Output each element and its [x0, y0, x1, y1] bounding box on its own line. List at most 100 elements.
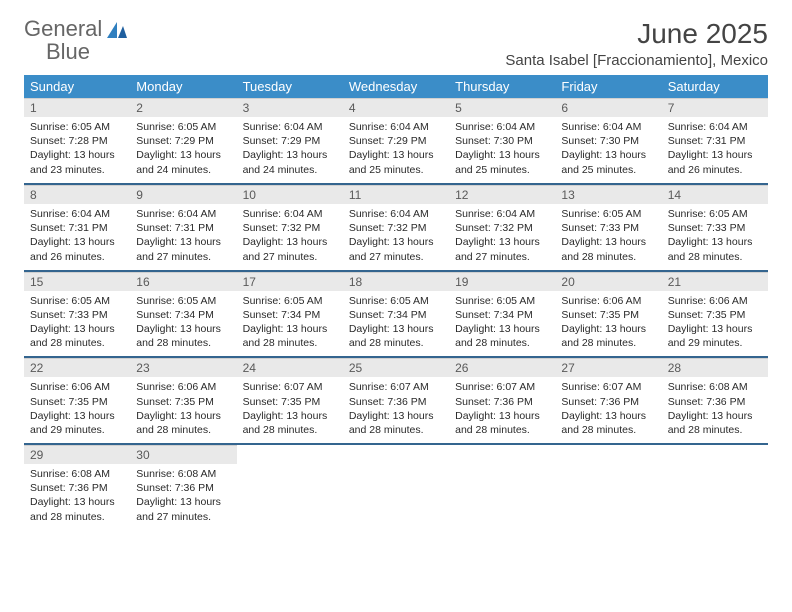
- calendar-week-row: 8Sunrise: 6:04 AMSunset: 7:31 PMDaylight…: [24, 184, 768, 271]
- day-details: Sunrise: 6:04 AMSunset: 7:30 PMDaylight:…: [555, 117, 661, 183]
- day-details: Sunrise: 6:05 AMSunset: 7:33 PMDaylight:…: [662, 204, 768, 270]
- day-number: 5: [449, 98, 555, 117]
- day-number: 24: [237, 358, 343, 377]
- weekday-header: Tuesday: [237, 75, 343, 98]
- day-details: Sunrise: 6:05 AMSunset: 7:28 PMDaylight:…: [24, 117, 130, 183]
- day-number: 27: [555, 358, 661, 377]
- calendar-day-cell: 4Sunrise: 6:04 AMSunset: 7:29 PMDaylight…: [343, 98, 449, 184]
- day-details: Sunrise: 6:04 AMSunset: 7:32 PMDaylight:…: [449, 204, 555, 270]
- calendar-day-cell: 1Sunrise: 6:05 AMSunset: 7:28 PMDaylight…: [24, 98, 130, 184]
- calendar-day-cell: 5Sunrise: 6:04 AMSunset: 7:30 PMDaylight…: [449, 98, 555, 184]
- day-details: Sunrise: 6:05 AMSunset: 7:33 PMDaylight:…: [24, 291, 130, 357]
- day-number: 7: [662, 98, 768, 117]
- day-number: 30: [130, 445, 236, 464]
- calendar-day-cell: 9Sunrise: 6:04 AMSunset: 7:31 PMDaylight…: [130, 184, 236, 271]
- page-header: General Blue June 2025 Santa Isabel [Fra…: [24, 18, 768, 69]
- day-number: 9: [130, 185, 236, 204]
- calendar-day-cell: 27Sunrise: 6:07 AMSunset: 7:36 PMDayligh…: [555, 357, 661, 444]
- calendar-day-cell: 7Sunrise: 6:04 AMSunset: 7:31 PMDaylight…: [662, 98, 768, 184]
- day-details: Sunrise: 6:07 AMSunset: 7:36 PMDaylight:…: [343, 377, 449, 443]
- day-number: 17: [237, 272, 343, 291]
- day-number: 26: [449, 358, 555, 377]
- title-block: June 2025 Santa Isabel [Fraccionamiento]…: [505, 18, 768, 69]
- day-number: 13: [555, 185, 661, 204]
- calendar-day-cell: 21Sunrise: 6:06 AMSunset: 7:35 PMDayligh…: [662, 271, 768, 358]
- calendar-day-cell: 6Sunrise: 6:04 AMSunset: 7:30 PMDaylight…: [555, 98, 661, 184]
- day-number: 1: [24, 98, 130, 117]
- brand-logo: General Blue: [24, 18, 127, 64]
- day-details: Sunrise: 6:07 AMSunset: 7:36 PMDaylight:…: [449, 377, 555, 443]
- calendar-day-cell: 3Sunrise: 6:04 AMSunset: 7:29 PMDaylight…: [237, 98, 343, 184]
- page-subtitle: Santa Isabel [Fraccionamiento], Mexico: [505, 52, 768, 69]
- day-details: Sunrise: 6:07 AMSunset: 7:35 PMDaylight:…: [237, 377, 343, 443]
- day-details: Sunrise: 6:04 AMSunset: 7:32 PMDaylight:…: [237, 204, 343, 270]
- calendar-day-cell: 23Sunrise: 6:06 AMSunset: 7:35 PMDayligh…: [130, 357, 236, 444]
- day-details: Sunrise: 6:05 AMSunset: 7:33 PMDaylight:…: [555, 204, 661, 270]
- day-details: Sunrise: 6:06 AMSunset: 7:35 PMDaylight:…: [555, 291, 661, 357]
- day-details: Sunrise: 6:04 AMSunset: 7:29 PMDaylight:…: [343, 117, 449, 183]
- calendar-table: Sunday Monday Tuesday Wednesday Thursday…: [24, 75, 768, 530]
- page-title: June 2025: [505, 18, 768, 50]
- day-number: 11: [343, 185, 449, 204]
- calendar-day-cell: 13Sunrise: 6:05 AMSunset: 7:33 PMDayligh…: [555, 184, 661, 271]
- weekday-header: Sunday: [24, 75, 130, 98]
- day-number: 19: [449, 272, 555, 291]
- day-number: 23: [130, 358, 236, 377]
- calendar-day-cell: 14Sunrise: 6:05 AMSunset: 7:33 PMDayligh…: [662, 184, 768, 271]
- day-number: 2: [130, 98, 236, 117]
- day-number: 15: [24, 272, 130, 291]
- day-details: Sunrise: 6:04 AMSunset: 7:32 PMDaylight:…: [343, 204, 449, 270]
- day-details: Sunrise: 6:05 AMSunset: 7:34 PMDaylight:…: [449, 291, 555, 357]
- calendar-day-cell: 18Sunrise: 6:05 AMSunset: 7:34 PMDayligh…: [343, 271, 449, 358]
- calendar-day-cell: [555, 444, 661, 530]
- day-details: Sunrise: 6:06 AMSunset: 7:35 PMDaylight:…: [662, 291, 768, 357]
- brand-part2: Blue: [46, 39, 90, 64]
- sail-icon: [107, 22, 127, 38]
- day-number: 4: [343, 98, 449, 117]
- day-details: Sunrise: 6:06 AMSunset: 7:35 PMDaylight:…: [24, 377, 130, 443]
- day-number: 12: [449, 185, 555, 204]
- logo-text: General Blue: [24, 18, 127, 64]
- weekday-header: Wednesday: [343, 75, 449, 98]
- day-details: Sunrise: 6:08 AMSunset: 7:36 PMDaylight:…: [662, 377, 768, 443]
- calendar-day-cell: 28Sunrise: 6:08 AMSunset: 7:36 PMDayligh…: [662, 357, 768, 444]
- calendar-day-cell: 8Sunrise: 6:04 AMSunset: 7:31 PMDaylight…: [24, 184, 130, 271]
- calendar-page: General Blue June 2025 Santa Isabel [Fra…: [0, 0, 792, 530]
- day-number: 20: [555, 272, 661, 291]
- day-number: 21: [662, 272, 768, 291]
- day-number: 10: [237, 185, 343, 204]
- day-number: 3: [237, 98, 343, 117]
- day-details: Sunrise: 6:08 AMSunset: 7:36 PMDaylight:…: [24, 464, 130, 530]
- calendar-day-cell: 10Sunrise: 6:04 AMSunset: 7:32 PMDayligh…: [237, 184, 343, 271]
- calendar-day-cell: 30Sunrise: 6:08 AMSunset: 7:36 PMDayligh…: [130, 444, 236, 530]
- weekday-header-row: Sunday Monday Tuesday Wednesday Thursday…: [24, 75, 768, 98]
- calendar-day-cell: 19Sunrise: 6:05 AMSunset: 7:34 PMDayligh…: [449, 271, 555, 358]
- weekday-header: Friday: [555, 75, 661, 98]
- calendar-day-cell: [237, 444, 343, 530]
- calendar-day-cell: [449, 444, 555, 530]
- calendar-day-cell: 20Sunrise: 6:06 AMSunset: 7:35 PMDayligh…: [555, 271, 661, 358]
- calendar-day-cell: 26Sunrise: 6:07 AMSunset: 7:36 PMDayligh…: [449, 357, 555, 444]
- calendar-day-cell: 12Sunrise: 6:04 AMSunset: 7:32 PMDayligh…: [449, 184, 555, 271]
- weekday-header: Saturday: [662, 75, 768, 98]
- calendar-day-cell: 25Sunrise: 6:07 AMSunset: 7:36 PMDayligh…: [343, 357, 449, 444]
- calendar-body: 1Sunrise: 6:05 AMSunset: 7:28 PMDaylight…: [24, 98, 768, 530]
- day-details: Sunrise: 6:08 AMSunset: 7:36 PMDaylight:…: [130, 464, 236, 530]
- calendar-day-cell: 11Sunrise: 6:04 AMSunset: 7:32 PMDayligh…: [343, 184, 449, 271]
- day-number: 18: [343, 272, 449, 291]
- calendar-week-row: 1Sunrise: 6:05 AMSunset: 7:28 PMDaylight…: [24, 98, 768, 184]
- day-number: 28: [662, 358, 768, 377]
- day-details: Sunrise: 6:05 AMSunset: 7:29 PMDaylight:…: [130, 117, 236, 183]
- calendar-day-cell: [662, 444, 768, 530]
- day-details: Sunrise: 6:04 AMSunset: 7:29 PMDaylight:…: [237, 117, 343, 183]
- day-number: 25: [343, 358, 449, 377]
- brand-part1: General: [24, 16, 102, 41]
- calendar-week-row: 29Sunrise: 6:08 AMSunset: 7:36 PMDayligh…: [24, 444, 768, 530]
- calendar-week-row: 15Sunrise: 6:05 AMSunset: 7:33 PMDayligh…: [24, 271, 768, 358]
- calendar-day-cell: [343, 444, 449, 530]
- day-details: Sunrise: 6:04 AMSunset: 7:31 PMDaylight:…: [662, 117, 768, 183]
- day-details: Sunrise: 6:06 AMSunset: 7:35 PMDaylight:…: [130, 377, 236, 443]
- calendar-day-cell: 16Sunrise: 6:05 AMSunset: 7:34 PMDayligh…: [130, 271, 236, 358]
- day-number: 14: [662, 185, 768, 204]
- calendar-day-cell: 2Sunrise: 6:05 AMSunset: 7:29 PMDaylight…: [130, 98, 236, 184]
